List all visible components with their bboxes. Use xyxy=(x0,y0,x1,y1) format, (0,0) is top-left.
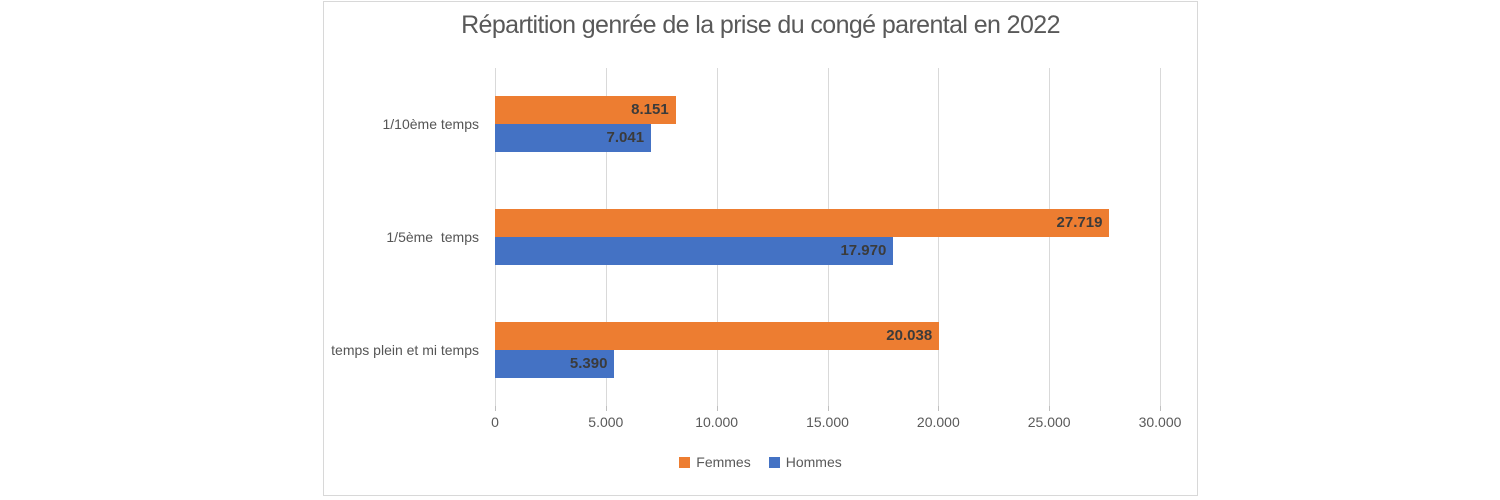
chart-title: Répartition genrée de la prise du congé … xyxy=(461,11,1060,39)
axis-tick xyxy=(605,406,607,411)
x-tick-label: 0 xyxy=(491,414,499,430)
category-label: temps plein et mi temps xyxy=(331,341,479,358)
axis-tick xyxy=(1160,406,1161,411)
legend-label: Femmes xyxy=(696,454,751,470)
bar-femmes: 8.151 xyxy=(495,96,676,125)
bar-hommes: 7.041 xyxy=(495,124,652,153)
gridline xyxy=(1049,68,1051,406)
category-label: 1/5ème temps xyxy=(386,229,479,245)
bar-hommes: 17.970 xyxy=(495,237,894,265)
bar-hommes: 5.390 xyxy=(495,349,615,378)
x-tick-label: 10.000 xyxy=(695,414,739,430)
axis-tick xyxy=(938,406,940,411)
axis-tick xyxy=(827,406,829,411)
category-label: 1/10ème temps xyxy=(382,116,480,133)
gridline xyxy=(938,68,940,406)
bar-femmes: 27.719 xyxy=(495,209,1110,237)
legend-swatch-femmes xyxy=(679,456,691,468)
x-tick-label: 15.000 xyxy=(806,414,849,430)
x-tick-label: 20.000 xyxy=(916,414,960,430)
axis-tick xyxy=(495,406,496,411)
legend-swatch-hommes xyxy=(768,456,780,468)
x-tick-label: 30.000 xyxy=(1138,414,1182,430)
bar-femmes: 20.038 xyxy=(495,321,940,350)
chart-legend: Femmes Hommes xyxy=(324,454,1197,470)
axis-tick xyxy=(716,406,718,411)
x-tick-label: 5.000 xyxy=(588,414,624,430)
legend-item-hommes: Hommes xyxy=(768,454,842,470)
gridline xyxy=(1160,68,1161,406)
bar-chart: Répartition genrée de la prise du congé … xyxy=(323,1,1198,496)
legend-item-femmes: Femmes xyxy=(679,454,751,470)
x-tick-label: 25.000 xyxy=(1027,414,1071,430)
axis-tick xyxy=(1049,406,1051,411)
legend-label: Hommes xyxy=(785,454,842,470)
